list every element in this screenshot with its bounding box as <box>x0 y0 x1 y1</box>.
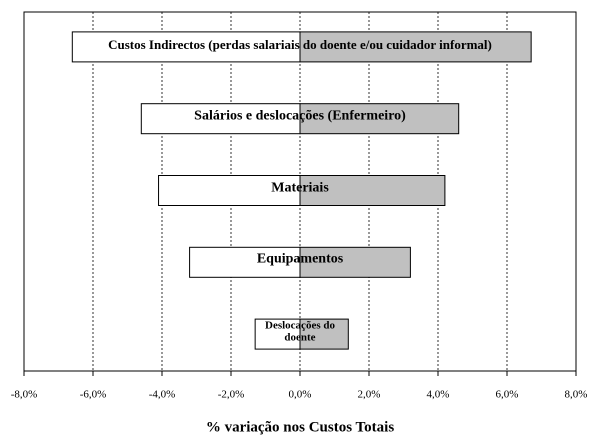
x-tick-label: 6,0% <box>496 389 519 401</box>
bar-label: Deslocações do doente <box>265 319 335 344</box>
x-tick-label: 8,0% <box>565 389 588 401</box>
bar <box>299 318 349 350</box>
bar <box>299 31 532 63</box>
x-tick-label: 0,0% <box>289 389 312 401</box>
x-tick-label: 4,0% <box>427 389 450 401</box>
bar <box>299 175 446 206</box>
bar <box>299 103 460 135</box>
bar-label: Custos Indirectos (perdas salariais do d… <box>108 37 492 53</box>
x-tick-label: 2,0% <box>358 389 381 401</box>
bar <box>158 175 301 206</box>
bar-label: Salários e deslocações (Enfermeiro) <box>194 108 406 124</box>
x-tick-label: -2,0% <box>218 389 245 401</box>
x-tick-label: -4,0% <box>149 389 176 401</box>
bar <box>140 103 301 135</box>
bar <box>254 318 301 350</box>
x-axis-label: % variação nos Custos Totais <box>206 419 395 435</box>
x-tick-label: -6,0% <box>80 389 107 401</box>
bar-label: Materiais <box>271 180 329 196</box>
bar-label: Equipamentos <box>256 251 344 267</box>
bar <box>189 246 301 278</box>
bar <box>299 246 411 278</box>
x-tick-label: -8,0% <box>11 389 38 401</box>
